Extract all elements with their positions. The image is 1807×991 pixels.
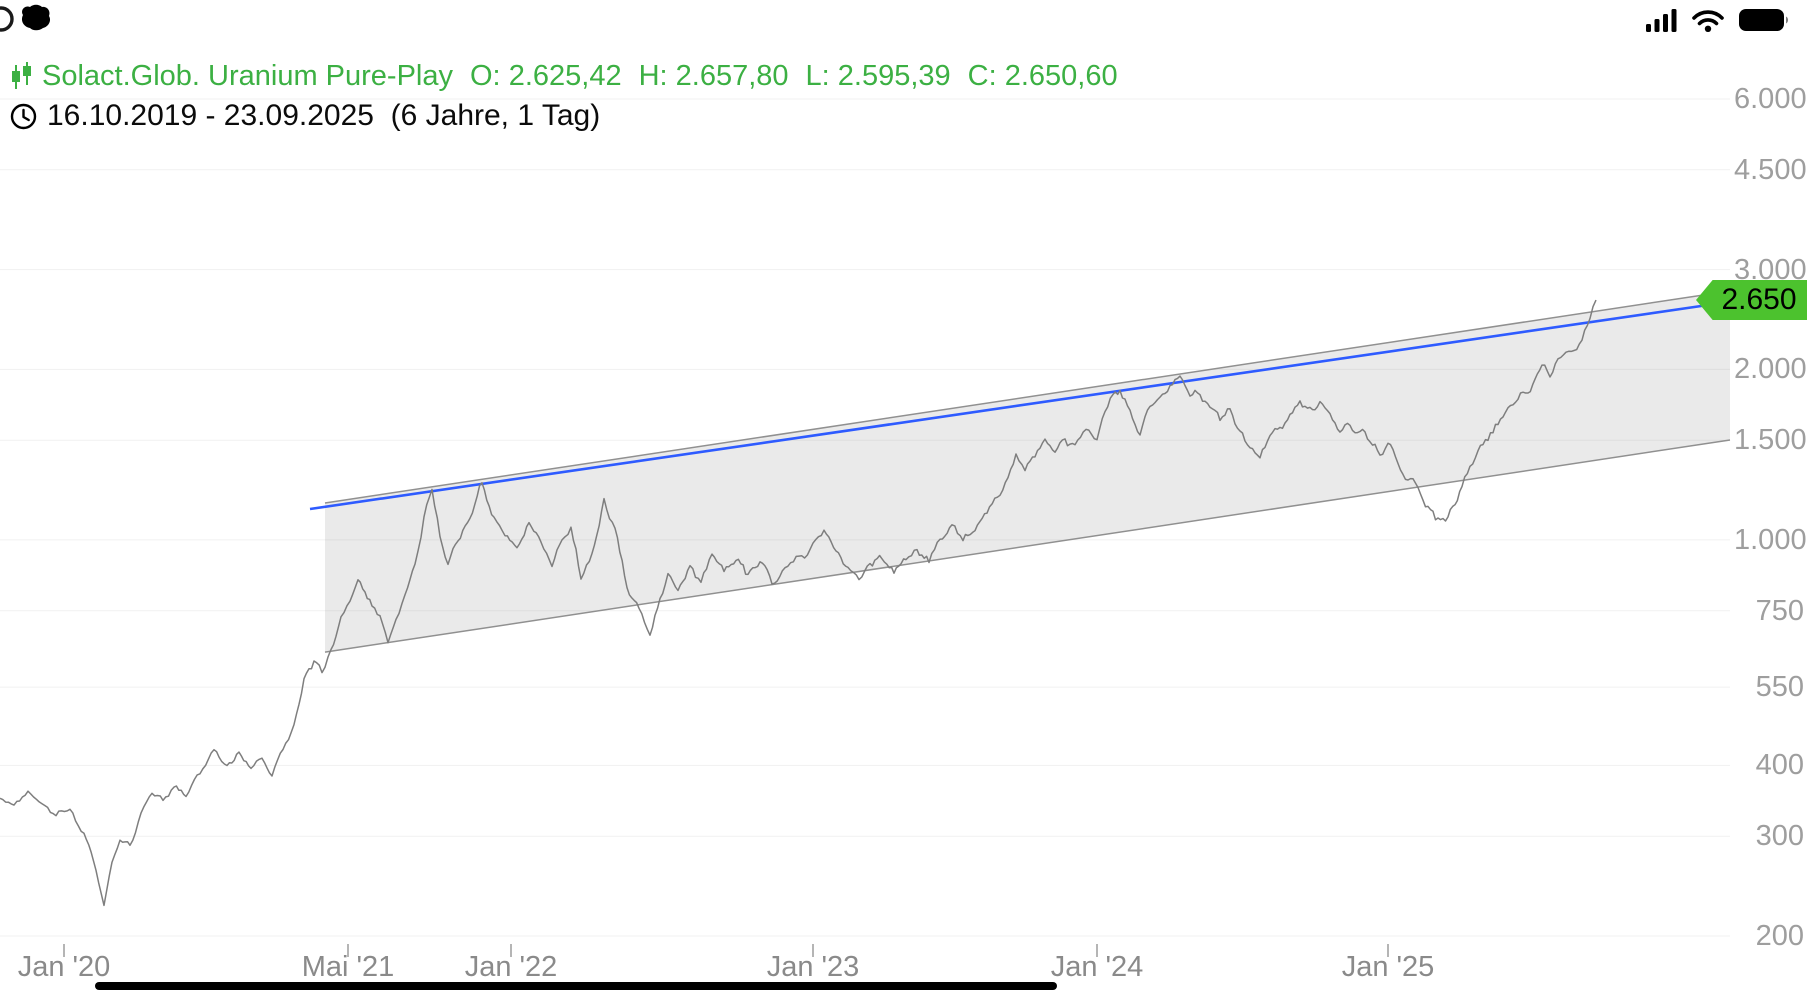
partial-circle-icon xyxy=(0,6,14,32)
x-axis-label: Jan '22 xyxy=(464,951,558,983)
instrument-name: Solact.Glob. Uranium Pure-Play xyxy=(42,60,453,92)
price-line xyxy=(0,299,1597,907)
y-axis-label: 6.000 xyxy=(1734,83,1807,115)
wifi-icon xyxy=(1692,10,1724,32)
x-axis-label: Jan '25 xyxy=(1341,951,1435,983)
candlestick-icon xyxy=(10,61,33,92)
status-bar-right xyxy=(1646,7,1791,33)
date-range-header: 16.10.2019 - 23.09.2025 (6 Jahre, 1 Tag) xyxy=(10,99,600,133)
y-axis-label: 1.000 xyxy=(1734,523,1807,556)
home-indicator[interactable] xyxy=(95,982,1057,990)
y-axis-label: 4.500 xyxy=(1734,153,1807,186)
y-axis-label: 550 xyxy=(1755,671,1804,704)
trend-channel-bottom-line xyxy=(324,439,1731,653)
ohlc-low: L: 2.595,39 xyxy=(805,60,951,92)
y-axis-label: 300 xyxy=(1755,820,1804,853)
y-axis-label: 400 xyxy=(1755,749,1804,782)
y-axis-label: 200 xyxy=(1755,920,1804,952)
trendline xyxy=(309,304,1703,511)
status-bar-left xyxy=(0,2,70,41)
y-axis-label: 750 xyxy=(1755,594,1804,627)
x-axis-label: Jan '24 xyxy=(1050,951,1144,983)
instrument-header: Solact.Glob. Uranium Pure-Play O: 2.625,… xyxy=(10,60,1118,93)
date-range-text: 16.10.2019 - 23.09.2025 (6 Jahre, 1 Tag) xyxy=(47,99,601,132)
x-axis-label: Jan '20 xyxy=(17,951,111,983)
clock-icon xyxy=(10,103,37,130)
x-axis-label: Mai '21 xyxy=(301,951,395,983)
battery-icon xyxy=(1739,9,1789,31)
last-price-tag: 2.650 xyxy=(1696,280,1807,321)
y-axis-label: 1.500 xyxy=(1734,424,1807,457)
app-silhouette-icon xyxy=(21,4,51,31)
ohlc-high: H: 2.657,80 xyxy=(638,60,789,92)
ohlc-close: C: 2.650,60 xyxy=(967,60,1118,92)
last-price-value: 2.650 xyxy=(1721,283,1797,317)
ohlc-open: O: 2.625,42 xyxy=(470,60,622,92)
trend-channel-top-line xyxy=(324,290,1731,504)
x-axis-label: Jan '23 xyxy=(766,951,860,983)
y-axis-label: 2.000 xyxy=(1734,353,1807,386)
trend-channel-fill xyxy=(325,291,1730,653)
cellular-signal-icon xyxy=(1646,9,1677,32)
